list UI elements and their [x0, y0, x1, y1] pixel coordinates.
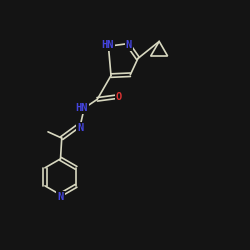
Text: HN: HN: [101, 40, 114, 50]
Text: O: O: [116, 92, 122, 102]
Text: N: N: [78, 123, 84, 133]
Text: N: N: [58, 192, 64, 202]
Text: HN: HN: [75, 103, 88, 113]
Text: N: N: [126, 40, 132, 50]
